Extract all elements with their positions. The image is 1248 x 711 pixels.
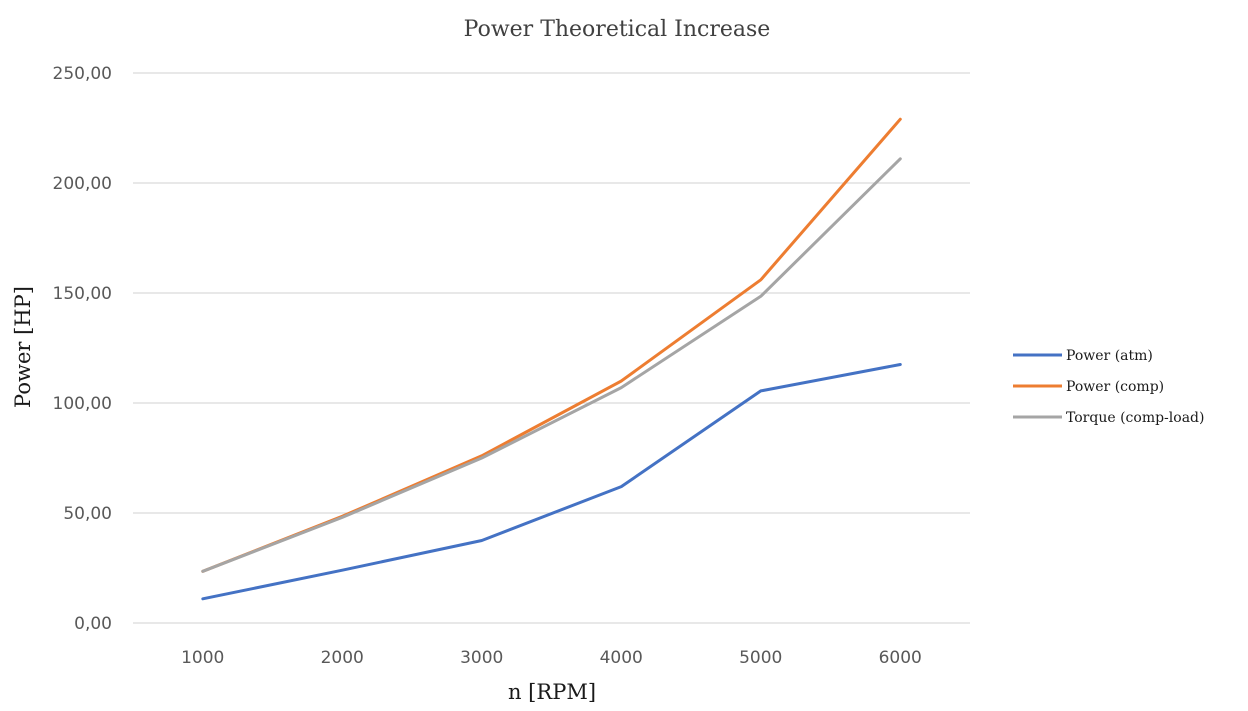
legend-label: Power (comp) xyxy=(1066,379,1164,395)
y-tick-label: 200,00 xyxy=(53,174,112,194)
series-lines xyxy=(201,117,902,601)
x-tick-label: 6000 xyxy=(879,648,922,668)
x-tick-label: 5000 xyxy=(739,648,782,668)
y-tick-label: 150,00 xyxy=(53,284,112,304)
series-line-1 xyxy=(201,363,902,601)
chart-title: Power Theoretical Increase xyxy=(464,17,771,42)
x-tick-label: 1000 xyxy=(181,648,224,668)
x-tick-label: 4000 xyxy=(600,648,643,668)
legend: Power (atm) Power (comp) Torque (comp-load… xyxy=(1013,348,1204,426)
gridlines xyxy=(133,72,970,624)
y-tick-label: 100,00 xyxy=(53,394,112,414)
y-axis-ticks: 0,00 50,00 100,00 150,00 200,00 250,00 xyxy=(53,64,112,634)
x-axis-title: n [RPM] xyxy=(508,680,596,704)
x-tick-label: 3000 xyxy=(460,648,503,668)
legend-label: Torque (comp-load) xyxy=(1066,410,1204,426)
legend-label: Power (atm) xyxy=(1066,348,1153,364)
y-tick-label: 50,00 xyxy=(63,504,112,524)
x-axis-ticks: 1000 2000 3000 4000 5000 6000 xyxy=(181,648,922,668)
y-axis-title: Power [HP] xyxy=(11,286,35,408)
series-line-3 xyxy=(201,157,902,573)
y-tick-label: 250,00 xyxy=(53,64,112,84)
y-tick-label: 0,00 xyxy=(74,614,112,634)
x-tick-label: 2000 xyxy=(321,648,364,668)
series-line-2 xyxy=(201,117,902,573)
